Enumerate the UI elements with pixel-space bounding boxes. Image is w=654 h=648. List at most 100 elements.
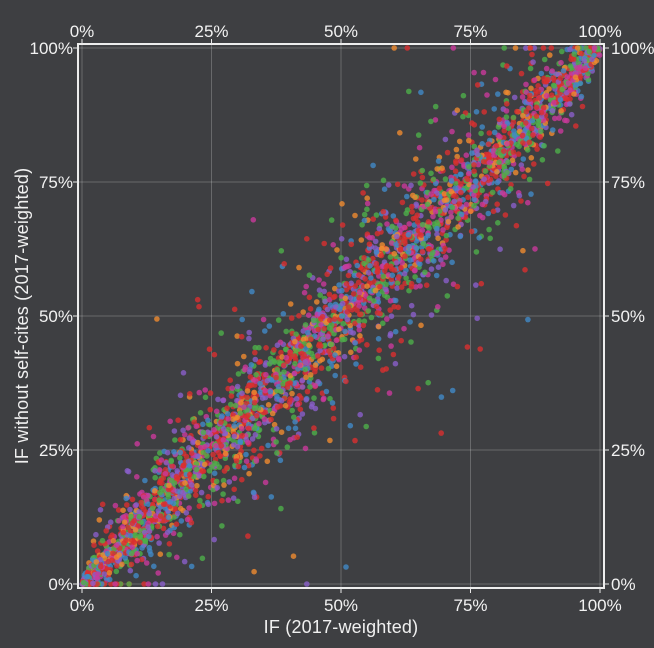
data-point: [437, 193, 444, 200]
data-point: [567, 87, 573, 93]
data-point: [280, 311, 287, 317]
data-point: [574, 45, 581, 51]
data-point: [239, 476, 245, 483]
data-point: [265, 442, 271, 449]
data-point: [290, 553, 297, 559]
data-point: [562, 117, 568, 124]
data-point: [163, 459, 170, 466]
data-point: [557, 97, 564, 103]
data-point: [125, 468, 132, 475]
data-point: [388, 343, 394, 349]
data-point: [533, 113, 540, 119]
data-point: [538, 109, 545, 116]
data-point: [231, 423, 237, 429]
data-point: [311, 425, 317, 431]
data-point: [197, 410, 204, 416]
data-point: [105, 558, 112, 565]
data-point: [241, 464, 248, 471]
data-point: [510, 114, 517, 121]
data-point: [224, 464, 230, 471]
data-point: [239, 432, 245, 439]
data-point: [280, 362, 287, 369]
data-point: [171, 495, 177, 502]
data-point: [336, 282, 342, 288]
data-point: [501, 123, 507, 129]
data-point: [183, 510, 190, 516]
data-point: [414, 212, 421, 218]
data-point: [158, 457, 165, 463]
data-point: [268, 416, 274, 423]
data-point: [476, 235, 483, 241]
data-point: [329, 400, 336, 406]
data-point: [361, 260, 367, 267]
data-point: [112, 581, 118, 587]
data-point: [248, 362, 255, 368]
data-point: [277, 375, 284, 382]
data-point: [378, 252, 385, 259]
data-point: [480, 69, 487, 76]
data-point: [238, 333, 245, 340]
data-point: [549, 68, 555, 74]
data-point: [432, 103, 439, 110]
data-point: [298, 395, 304, 401]
data-point: [443, 277, 450, 284]
data-point: [97, 556, 104, 563]
data-point: [564, 74, 570, 80]
data-point: [364, 195, 371, 201]
data-point: [375, 355, 382, 362]
data-point: [115, 507, 122, 513]
data-point: [245, 533, 251, 539]
data-point: [139, 545, 145, 551]
data-point: [129, 496, 136, 503]
data-point: [103, 528, 109, 534]
data-point: [460, 92, 467, 99]
data-point: [514, 108, 520, 115]
data-point: [431, 196, 437, 203]
data-point: [361, 254, 367, 261]
data-point: [559, 86, 565, 93]
data-point: [494, 201, 501, 207]
data-point: [330, 405, 337, 411]
data-point: [328, 341, 335, 348]
data-point: [187, 391, 193, 397]
data-point: [415, 132, 422, 138]
data-point: [388, 240, 395, 246]
data-point: [361, 211, 368, 218]
data-point: [536, 95, 543, 101]
data-point: [207, 406, 213, 413]
data-point: [491, 129, 498, 136]
data-point: [306, 342, 312, 349]
data-point: [365, 308, 372, 314]
data-point: [288, 315, 295, 321]
data-point: [300, 309, 307, 315]
data-point: [524, 147, 531, 153]
data-point: [220, 437, 227, 443]
data-point: [269, 410, 276, 417]
data-point: [244, 439, 251, 446]
data-point: [455, 215, 461, 221]
data-point: [436, 208, 443, 214]
data-point: [549, 108, 556, 114]
data-point: [274, 393, 280, 400]
data-point: [315, 326, 322, 333]
data-point: [523, 45, 529, 51]
data-point: [205, 501, 212, 508]
data-point: [393, 260, 400, 266]
data-point: [211, 427, 217, 433]
data-point: [501, 148, 507, 154]
data-point: [568, 111, 575, 118]
data-point: [356, 317, 362, 324]
data-point: [358, 237, 365, 243]
data-point: [110, 550, 116, 557]
data-point: [428, 170, 434, 177]
data-point: [523, 81, 529, 88]
data-point: [531, 161, 537, 167]
data-point: [200, 429, 207, 436]
data-point: [370, 255, 376, 262]
data-point: [448, 188, 455, 195]
data-point: [487, 235, 494, 242]
data-point: [107, 519, 114, 525]
data-point: [453, 160, 459, 166]
data-point: [211, 351, 218, 358]
data-point: [308, 404, 315, 410]
